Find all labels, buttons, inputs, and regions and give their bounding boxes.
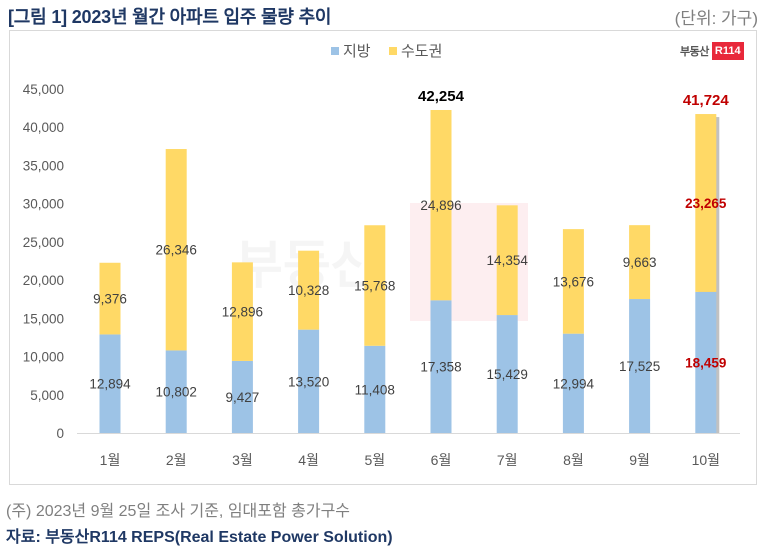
data-label-capital: 23,265 bbox=[685, 196, 727, 211]
bar-capital bbox=[430, 109, 452, 301]
bar-capital bbox=[165, 149, 187, 351]
data-label-capital: 24,896 bbox=[420, 198, 461, 213]
bar-local bbox=[562, 333, 584, 433]
r114-logo: 부동산 R114 bbox=[680, 42, 744, 60]
bar-local bbox=[231, 360, 253, 433]
data-label-capital: 26,346 bbox=[156, 243, 197, 258]
bar-group bbox=[298, 250, 320, 433]
data-label-capital: 12,896 bbox=[222, 305, 263, 320]
footnote: (주) 2023년 9월 25일 조사 기준, 임대포함 총가구수 bbox=[6, 503, 351, 520]
bar-group bbox=[99, 262, 121, 433]
data-label-capital: 9,663 bbox=[623, 255, 657, 270]
bar-local bbox=[430, 300, 452, 433]
unit-label: (단위: 가구) bbox=[674, 9, 758, 28]
x-tick-label: 3월 bbox=[232, 452, 253, 468]
bar-local bbox=[165, 350, 187, 433]
y-tick-label: 25,000 bbox=[23, 235, 64, 250]
bar-group bbox=[165, 149, 187, 433]
data-label-capital: 10,328 bbox=[288, 283, 329, 298]
bar-local bbox=[364, 345, 386, 433]
data-label-capital: 9,376 bbox=[93, 292, 127, 307]
x-tick-label: 6월 bbox=[431, 452, 452, 468]
bar-group bbox=[231, 262, 253, 433]
bar-local bbox=[298, 329, 320, 433]
bar-group bbox=[562, 229, 584, 433]
x-tick-label: 5월 bbox=[364, 452, 385, 468]
data-label-capital: 13,676 bbox=[553, 274, 594, 289]
y-tick-label: 20,000 bbox=[23, 273, 64, 288]
data-label-local: 17,525 bbox=[619, 359, 660, 374]
x-tick-label: 9월 bbox=[629, 452, 650, 468]
bar-group bbox=[629, 225, 651, 433]
data-label-local: 12,894 bbox=[89, 377, 131, 392]
y-tick-label: 35,000 bbox=[23, 158, 64, 173]
total-label: 42,254 bbox=[418, 88, 465, 105]
bar-capital bbox=[364, 225, 386, 346]
bar-capital bbox=[496, 205, 518, 316]
legend-label-local: 지방 bbox=[343, 43, 371, 60]
y-tick-label: 45,000 bbox=[23, 82, 64, 97]
bar-local bbox=[99, 334, 121, 433]
x-tick-label: 4월 bbox=[298, 452, 319, 468]
data-label-capital: 15,768 bbox=[354, 279, 395, 294]
legend: 지방 수도권 bbox=[331, 43, 442, 60]
x-tick-label: 1월 bbox=[100, 452, 121, 468]
logo-text: 부동산 bbox=[680, 46, 709, 58]
y-tick-label: 30,000 bbox=[23, 197, 64, 212]
bars bbox=[99, 109, 720, 433]
axes: 0 5,000 10,000 15,000 20,000 25,000 30,000 35,0… bbox=[23, 82, 740, 468]
legend-swatch-local bbox=[331, 47, 339, 55]
bar-capital bbox=[231, 262, 253, 361]
data-label-local: 15,429 bbox=[487, 367, 528, 382]
data-label-local: 9,427 bbox=[226, 390, 260, 405]
x-tick-label: 2월 bbox=[166, 452, 187, 468]
y-tick-label: 40,000 bbox=[23, 120, 64, 135]
data-label-local: 18,459 bbox=[685, 355, 726, 370]
total-label: 41,724 bbox=[683, 92, 730, 109]
bar-capital bbox=[629, 225, 651, 300]
chart-title: [그림 1] 2023년 월간 아파트 입주 물량 추이 bbox=[8, 7, 332, 27]
bar-local bbox=[496, 315, 518, 433]
data-label-local: 12,994 bbox=[553, 376, 595, 391]
bar-group bbox=[496, 205, 518, 433]
y-tick-label: 5,000 bbox=[30, 388, 64, 403]
x-tick-label: 10월 bbox=[692, 452, 720, 468]
legend-label-capital: 수도권 bbox=[401, 43, 442, 60]
bar-group bbox=[364, 225, 386, 433]
y-tick-label: 10,000 bbox=[23, 350, 64, 365]
bar-group bbox=[695, 114, 720, 433]
data-label-local: 11,408 bbox=[355, 382, 395, 397]
bar-capital bbox=[562, 229, 584, 334]
bar-local bbox=[629, 299, 651, 433]
x-tick-label: 7월 bbox=[497, 452, 518, 468]
chart-frame bbox=[9, 30, 757, 485]
data-labels: 12,894 9,376 10,802 26,346 9,427 12,896 13,520… bbox=[89, 88, 729, 405]
x-tick-label: 8월 bbox=[563, 452, 584, 468]
logo-badge: R114 bbox=[711, 42, 744, 60]
bar-capital bbox=[298, 250, 320, 330]
bar-capital bbox=[695, 114, 717, 292]
source-note: 자료: 부동산R114 REPS(Real Estate Power Solut… bbox=[6, 529, 393, 546]
data-label-local: 13,520 bbox=[288, 374, 329, 389]
y-tick-label: 15,000 bbox=[23, 311, 64, 326]
bar-group bbox=[430, 109, 452, 433]
legend-swatch-capital bbox=[389, 47, 397, 55]
bar-capital bbox=[99, 262, 121, 335]
data-label-local: 17,358 bbox=[420, 360, 461, 375]
data-label-local: 10,802 bbox=[156, 385, 197, 400]
data-label-capital: 14,354 bbox=[487, 253, 529, 268]
bar-local bbox=[695, 291, 717, 433]
y-tick-label: 0 bbox=[56, 426, 64, 441]
